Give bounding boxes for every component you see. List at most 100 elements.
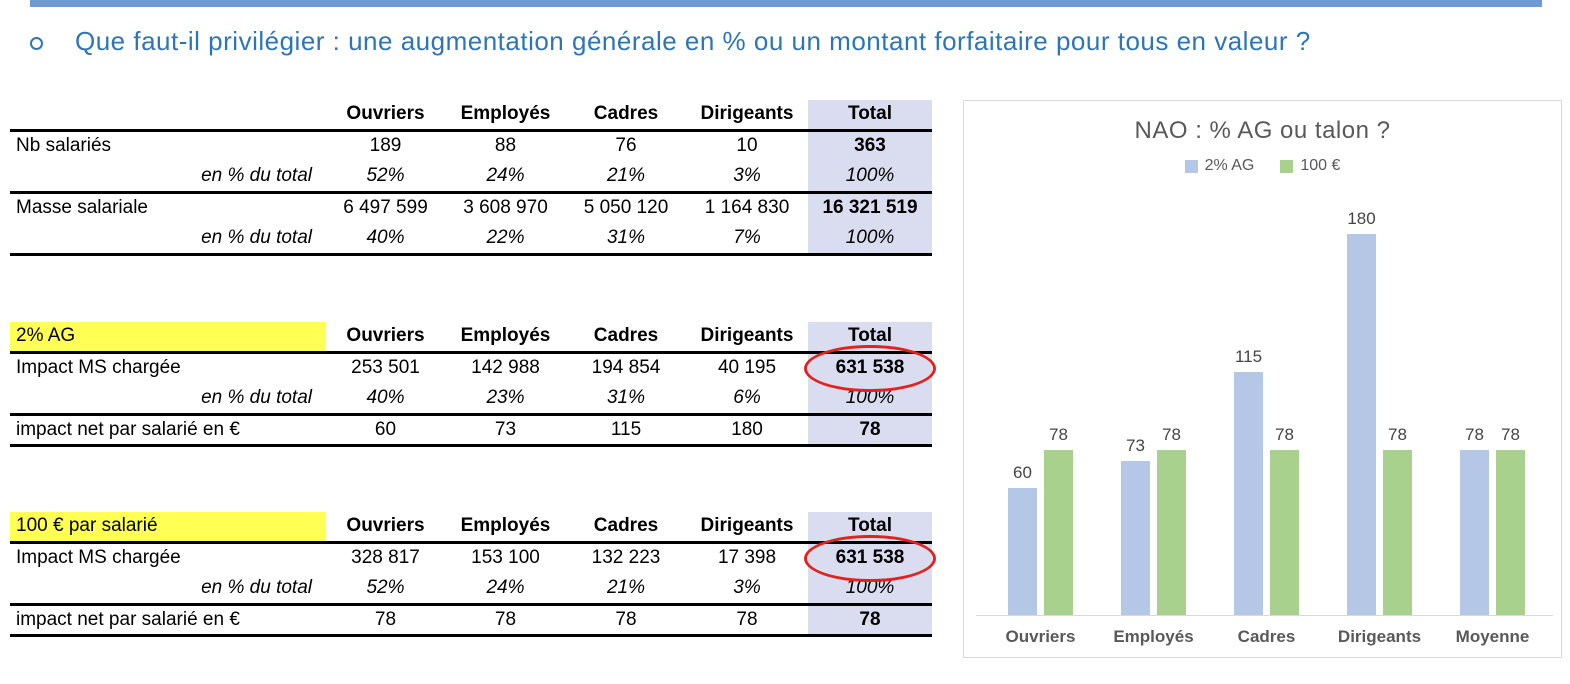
row-label: en % du total [201,386,312,408]
table-row: Impact MS chargée 253 501 142 988 194 854 40… [10,344,936,392]
cell-value: 31% [606,226,646,248]
column-header: Total [808,512,932,544]
column-header: Employés [445,322,566,354]
value-cell: 180 [686,412,808,447]
table-row: en % du total 52% 24% 21% 3% 100% [10,161,932,192]
cell-value: 78 [494,608,517,630]
legend-item: 2% AG [1184,157,1255,175]
cell-value: 3 608 970 [463,197,548,219]
category-label: Employés [1113,627,1194,646]
cell-value: 363 [854,135,886,157]
legend-label: 2% AG [1204,157,1255,174]
page-title: Que faut-il privilégier : une augmentati… [75,26,1311,56]
total-cell: 78 [808,412,932,447]
cell-value: 115 [610,418,642,440]
total-cell: 78 [808,602,932,637]
total-cell: 16 321 519 [808,190,932,223]
cell-value: 78 [736,608,758,630]
value-cell: 253 501 [326,352,445,383]
value-cell: 21% [566,573,686,604]
column-header: Ouvriers [326,100,445,132]
value-cell: 78 [686,602,808,637]
table-row: Masse salariale 6 497 599 3 608 970 5 050 1… [10,190,932,223]
bullet-circle-icon [30,37,43,50]
column-header: Employés [445,512,566,544]
cell-value: 31% [606,386,646,408]
cell-value: 253 501 [351,357,420,379]
bar-data-label: 60 [1013,463,1032,483]
column-header: Ouvriers [326,512,445,544]
value-cell: 21% [566,161,686,192]
cell-value: 78 [374,608,397,630]
value-cell: 194 854 [566,352,686,383]
value-cell: 31% [566,223,686,256]
column-header: Ouvriers [326,322,445,354]
category-label: Cadres [1237,627,1296,646]
value-cell: 1 164 830 [686,190,808,223]
cell-value: 78 [859,418,881,440]
table-scenario-100-euros: 100 € par salarié Ouvriers Employés Cadres D… [10,512,936,637]
table-scenario-2pct-ag: 2% AG Ouvriers Employés Cadres Dirigeants Tot… [10,322,936,447]
row-label: Impact MS chargée [16,547,181,569]
chart-plot: 60 78 73 78 115 78 180 78 78 78 [984,209,1549,615]
row-label: impact net par salarié en € [10,602,326,637]
data-table: 100 € par salarié Ouvriers Employés Cadres D… [10,512,936,637]
value-cell: 3 608 970 [445,190,566,223]
value-cell: 153 100 [445,542,566,573]
cell-value: 100% [845,164,895,186]
cell-value: 631 538 [835,547,905,569]
bar-100-eur: 78 [1044,425,1073,615]
value-cell: 24% [445,161,566,192]
value-cell: 78 [326,602,445,637]
value-cell: 78 [445,602,566,637]
table-corner-cell [10,100,326,132]
total-cell: 100% [808,383,932,414]
legend-swatch-icon [1184,159,1198,173]
value-cell: 3% [686,161,808,192]
total-cell: 631 538 [804,534,936,582]
table-row: Nb salariés 189 88 76 10 363 [10,130,932,161]
bar-data-label: 78 [1275,425,1294,444]
value-cell: 52% [326,573,445,604]
value-cell: 7% [686,223,808,256]
value-cell: 115 [566,412,686,447]
value-cell: 40% [326,383,445,414]
value-cell: 40 195 [686,352,808,383]
cell-value: 100% [845,576,895,598]
cell-value: 3% [733,576,761,598]
value-cell: 73 [445,412,566,447]
cell-value: 21% [606,164,646,186]
value-cell: 22% [445,223,566,256]
cell-value: 78 [859,608,881,630]
table-header-row: 2% AG Ouvriers Employés Cadres Dirigeants Tot… [10,322,932,354]
row-label: Masse salariale [10,190,326,223]
bar-100-eur: 78 [1270,425,1299,615]
chart-x-axis-line [976,615,1553,616]
table-row: impact net par salarié en € 78 78 78 78 78 [10,602,932,637]
scenario-label-highlighted: 100 € par salarié [10,512,326,544]
cell-value: 631 538 [835,357,905,379]
cell-value: 7% [733,226,761,248]
value-cell: 189 [326,130,445,161]
value-cell: 88 [445,130,566,161]
row-label: Impact MS chargée [16,357,181,379]
cell-value: 76 [615,135,637,157]
cell-value: 88 [494,135,517,157]
cell-value: 60 [374,418,397,440]
cell-value: 24% [486,576,525,598]
cell-value: 73 [494,418,517,440]
bar-2pct-ag: 180 [1347,209,1376,615]
table-header-row: Ouvriers Employés Cadres Dirigeants Total [10,100,932,132]
bar-data-label: 78 [1049,425,1068,444]
bar-data-label: 73 [1126,435,1145,455]
row-label: en % du total [201,164,312,186]
chart-title: NAO : % AG ou talon ? [1134,117,1391,144]
value-cell: 132 223 [566,542,686,573]
bar-2pct-ag: 78 [1460,425,1489,615]
legend-item: 100 € [1280,157,1340,175]
cell-value: 6% [733,386,761,408]
value-cell: 6% [686,383,808,414]
data-table: 2% AG Ouvriers Employés Cadres Dirigeants Tot… [10,322,936,447]
table-row: en % du total 40% 23% 31% 6% 100% [10,383,932,414]
value-cell: 40% [326,223,445,256]
